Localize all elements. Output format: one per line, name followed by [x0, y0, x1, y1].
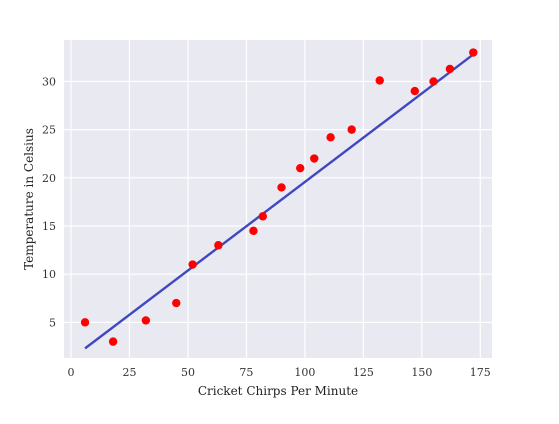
y-tick-labels: 5 10 15 20 25 30: [42, 75, 56, 329]
y-tick-label: 5: [49, 316, 56, 329]
x-tick-label: 175: [470, 366, 491, 379]
x-tick-label: 25: [122, 366, 136, 379]
x-tick-labels: 0 25 50 75 100 125 150 175: [68, 366, 491, 379]
x-tick-label: 150: [411, 366, 432, 379]
scatter-point: [108, 337, 118, 346]
scatter-point: [410, 86, 420, 96]
scatter-point: [277, 183, 286, 192]
x-axis-title: Cricket Chirps Per Minute: [198, 384, 358, 398]
x-tick-label: 75: [239, 366, 253, 379]
scatter-point: [80, 318, 90, 327]
y-gridlines: [64, 80, 492, 323]
scatter-point: [445, 64, 455, 74]
scatter-point: [347, 125, 356, 134]
y-axis-title: Temperature in Celsius: [22, 128, 36, 270]
scatter-points-layer: [80, 48, 478, 346]
y-tick-label: 20: [42, 172, 56, 185]
scatter-point: [429, 77, 438, 86]
y-tick-label: 15: [42, 220, 56, 233]
scatter-point: [310, 154, 319, 163]
scatter-point: [375, 76, 384, 85]
y-tick-label: 25: [42, 124, 56, 137]
scatter-point: [141, 316, 151, 325]
scatter-point: [258, 212, 267, 221]
x-gridlines: [70, 40, 481, 358]
x-tick-label: 125: [353, 366, 374, 379]
regression-line: [84, 53, 475, 350]
scatter-point: [296, 163, 305, 173]
x-tick-label: 50: [181, 366, 195, 379]
x-tick-label: 100: [294, 366, 315, 379]
scatter-point: [469, 48, 478, 57]
regression-line-layer: [84, 53, 475, 350]
scatter-point: [249, 226, 258, 235]
scatter-point: [326, 133, 335, 142]
y-tick-label: 10: [42, 268, 56, 281]
y-tick-label: 30: [42, 75, 56, 88]
scatter-point: [188, 260, 197, 269]
x-tick-label: 0: [68, 366, 75, 379]
scatter-point: [172, 298, 181, 308]
scatter-point: [214, 241, 223, 250]
